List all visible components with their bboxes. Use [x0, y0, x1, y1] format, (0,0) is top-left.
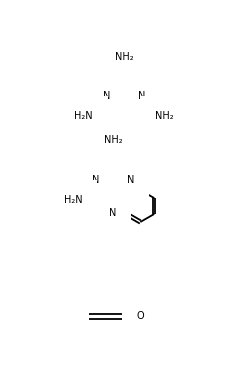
Text: N: N — [110, 208, 117, 218]
Text: N: N — [92, 175, 99, 185]
Text: N: N — [138, 91, 145, 101]
Text: N: N — [127, 175, 135, 185]
Text: NH₂: NH₂ — [115, 51, 133, 61]
Text: O: O — [137, 311, 144, 321]
Text: N: N — [120, 124, 128, 134]
Text: NH₂: NH₂ — [155, 110, 174, 121]
Text: H₂N: H₂N — [74, 110, 93, 121]
Text: N: N — [103, 91, 110, 101]
Text: NH₂: NH₂ — [104, 135, 122, 145]
Text: H₂N: H₂N — [63, 194, 82, 205]
